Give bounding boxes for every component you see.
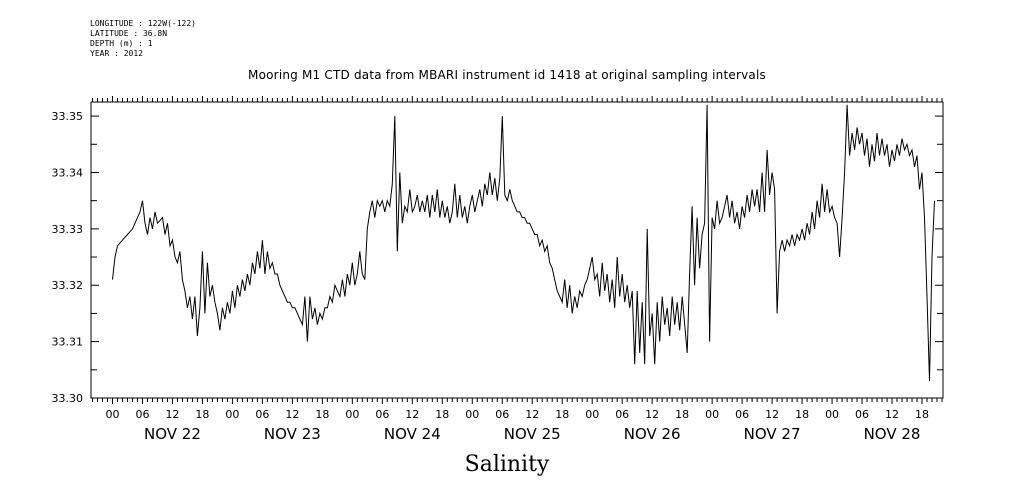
y-tick-label: 33.35 bbox=[52, 110, 84, 123]
chart-title: Mooring M1 CTD data from MBARI instrumen… bbox=[0, 68, 1009, 82]
x-tick-label: 00 bbox=[825, 408, 839, 421]
x-tick-label: 06 bbox=[255, 408, 269, 421]
x-tick-label: 12 bbox=[285, 408, 299, 421]
y-tick-label: 33.31 bbox=[52, 336, 84, 349]
x-tick-label: 06 bbox=[495, 408, 509, 421]
x-tick-label: 12 bbox=[645, 408, 659, 421]
longitude-text: LONGITUDE : 122W(-122) bbox=[90, 19, 196, 28]
x-day-label: NOV 24 bbox=[384, 425, 441, 443]
x-day-label: NOV 28 bbox=[864, 425, 921, 443]
year-text: YEAR : 2012 bbox=[90, 49, 143, 58]
x-tick-label: 06 bbox=[615, 408, 629, 421]
x-tick-label: 06 bbox=[135, 408, 149, 421]
y-tick-label: 33.33 bbox=[52, 223, 84, 236]
x-day-label: NOV 22 bbox=[144, 425, 201, 443]
x-tick-label: 12 bbox=[765, 408, 779, 421]
x-tick-label: 12 bbox=[165, 408, 179, 421]
x-tick-label: 18 bbox=[315, 408, 329, 421]
plot-frame bbox=[90, 101, 944, 399]
x-tick-label: 00 bbox=[345, 408, 359, 421]
salinity-series-line bbox=[112, 104, 935, 382]
y-axis-title: Salinity bbox=[0, 452, 1009, 477]
x-tick-label: 12 bbox=[885, 408, 899, 421]
axes-layer bbox=[90, 96, 944, 404]
x-tick-label: 18 bbox=[555, 408, 569, 421]
x-tick-label: 06 bbox=[735, 408, 749, 421]
x-day-label: NOV 25 bbox=[504, 425, 561, 443]
y-tick-label: 33.34 bbox=[52, 166, 84, 179]
x-tick-label: 00 bbox=[585, 408, 599, 421]
x-day-label: NOV 26 bbox=[624, 425, 681, 443]
x-tick-label: 00 bbox=[225, 408, 239, 421]
labels-layer: 33.30 33.31 33.32 33.33 33.34 33.35 00 06 12 18 00… bbox=[52, 110, 930, 443]
series-layer bbox=[112, 104, 935, 382]
x-tick-label: 00 bbox=[465, 408, 479, 421]
y-tick-label: 33.32 bbox=[52, 279, 84, 292]
x-tick-label: 18 bbox=[435, 408, 449, 421]
x-tick-label: 18 bbox=[795, 408, 809, 421]
x-tick-label: 00 bbox=[105, 408, 119, 421]
x-tick-label: 06 bbox=[375, 408, 389, 421]
latitude-text: LATITUDE : 36.8N bbox=[90, 29, 168, 38]
x-day-label: NOV 27 bbox=[744, 425, 801, 443]
y-tick-label: 33.30 bbox=[52, 392, 84, 405]
x-tick-label: 06 bbox=[855, 408, 869, 421]
x-tick-label: 00 bbox=[705, 408, 719, 421]
x-tick-label: 12 bbox=[405, 408, 419, 421]
x-day-label: NOV 23 bbox=[264, 425, 321, 443]
x-tick-label: 18 bbox=[195, 408, 209, 421]
x-tick-label: 12 bbox=[525, 408, 539, 421]
x-tick-label: 18 bbox=[675, 408, 689, 421]
depth-text: DEPTH (m) : 1 bbox=[90, 39, 153, 48]
x-tick-label: 18 bbox=[915, 408, 929, 421]
chart-title-text: Mooring M1 CTD data from MBARI instrumen… bbox=[248, 68, 766, 82]
y-axis-title-text: Salinity bbox=[464, 452, 550, 477]
metadata-block: LONGITUDE : 122W(-122) LATITUDE : 36.8N … bbox=[90, 19, 196, 59]
